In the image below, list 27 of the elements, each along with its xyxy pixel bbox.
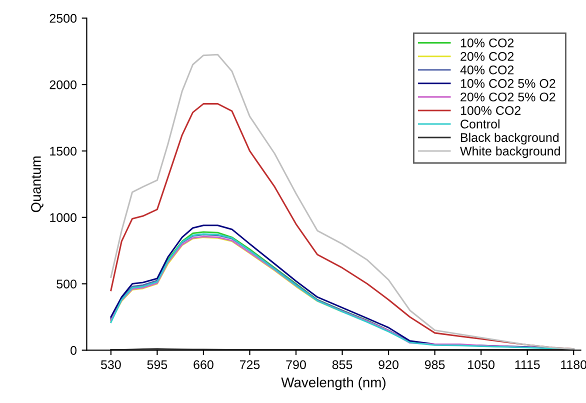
y-axis-title: Quantum bbox=[31, 156, 44, 212]
x-tick-label: 1050 bbox=[468, 360, 494, 370]
x-tick-label: 920 bbox=[378, 360, 398, 370]
y-tick-label: 2500 bbox=[50, 14, 77, 23]
x-axis-title: Wavelength (nm) bbox=[281, 377, 386, 390]
legend-label: Control bbox=[460, 119, 500, 128]
y-tick-label: 2000 bbox=[50, 80, 77, 90]
x-tick-label: 595 bbox=[147, 360, 168, 370]
x-tick-label: 855 bbox=[332, 360, 352, 370]
x-tick-label: 725 bbox=[240, 360, 260, 370]
y-tick-label: 0 bbox=[70, 346, 77, 355]
x-tick-label: 660 bbox=[194, 360, 214, 370]
y-tick-label: 1000 bbox=[50, 213, 77, 222]
x-tick-label: 790 bbox=[286, 360, 306, 370]
x-tick-label: 1115 bbox=[515, 360, 540, 370]
x-tick-label: 985 bbox=[424, 360, 445, 370]
legend-label: 10% CO2 5% O2 bbox=[460, 79, 556, 88]
legend-label: White background bbox=[460, 146, 560, 158]
legend-label: Black background bbox=[461, 132, 559, 144]
legend-label: 20% CO2 bbox=[460, 52, 514, 61]
legend-label: 40% CO2 bbox=[460, 66, 514, 74]
x-tick-label: 530 bbox=[101, 360, 121, 370]
y-tick-label: 1500 bbox=[50, 146, 77, 156]
legend-label: 100% CO2 bbox=[460, 106, 520, 115]
y-tick-label: 500 bbox=[56, 280, 77, 288]
legend-label: 20% CO2 5% O2 bbox=[460, 92, 556, 102]
legend-label: 10% CO2 bbox=[460, 38, 514, 48]
